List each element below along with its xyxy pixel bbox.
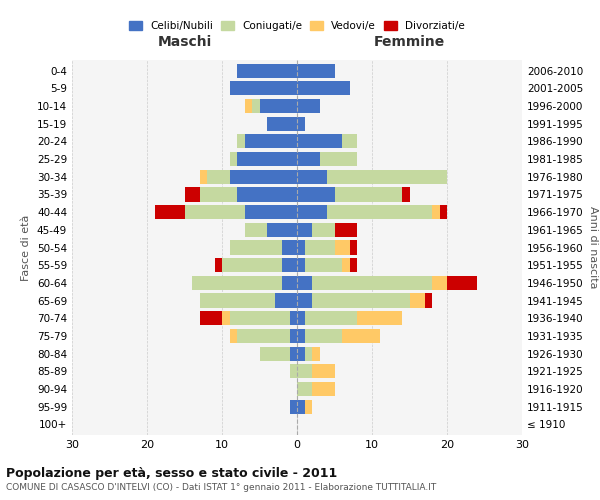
Bar	[252, 99, 260, 113]
Bar	[222, 258, 282, 272]
Text: Maschi: Maschi	[157, 36, 212, 50]
Bar	[312, 382, 335, 396]
Bar	[297, 346, 305, 360]
Bar	[297, 170, 327, 184]
Bar	[312, 222, 335, 237]
Bar	[215, 258, 222, 272]
Bar	[185, 205, 245, 219]
Bar	[245, 134, 297, 148]
Bar	[290, 400, 297, 414]
Bar	[327, 205, 432, 219]
Bar	[185, 188, 199, 202]
Bar	[199, 188, 237, 202]
Y-axis label: Anni di nascita: Anni di nascita	[587, 206, 598, 289]
Bar	[267, 116, 297, 131]
Bar	[290, 311, 297, 326]
Bar	[297, 400, 305, 414]
Text: COMUNE DI CASASCO D'INTELVI (CO) - Dati ISTAT 1° gennaio 2011 - Elaborazione TUT: COMUNE DI CASASCO D'INTELVI (CO) - Dati …	[6, 482, 436, 492]
Bar	[297, 205, 327, 219]
Bar	[305, 329, 342, 343]
Bar	[402, 188, 409, 202]
Bar	[342, 134, 357, 148]
Bar	[267, 222, 297, 237]
Bar	[320, 152, 357, 166]
Bar	[245, 99, 252, 113]
Bar	[155, 205, 185, 219]
Bar	[297, 258, 305, 272]
Bar	[199, 170, 207, 184]
Bar	[290, 329, 297, 343]
Bar	[312, 294, 409, 308]
Bar	[229, 170, 297, 184]
Bar	[327, 170, 447, 184]
Bar	[260, 99, 297, 113]
Bar	[260, 346, 290, 360]
Bar	[245, 205, 297, 219]
Bar	[275, 294, 297, 308]
Bar	[439, 205, 447, 219]
Bar	[297, 222, 312, 237]
Bar	[297, 276, 312, 290]
Bar	[245, 222, 267, 237]
Bar	[282, 240, 297, 254]
Text: Femmine: Femmine	[374, 36, 445, 50]
Bar	[192, 276, 282, 290]
Bar	[432, 276, 447, 290]
Bar	[199, 294, 275, 308]
Bar	[409, 294, 425, 308]
Bar	[342, 258, 349, 272]
Bar	[297, 364, 312, 378]
Bar	[305, 346, 312, 360]
Bar	[290, 364, 297, 378]
Bar	[229, 240, 282, 254]
Bar	[312, 346, 320, 360]
Bar	[335, 240, 349, 254]
Bar	[297, 152, 320, 166]
Bar	[237, 134, 245, 148]
Bar	[335, 222, 357, 237]
Bar	[447, 276, 477, 290]
Bar	[297, 240, 305, 254]
Bar	[297, 329, 305, 343]
Bar	[222, 311, 229, 326]
Bar	[297, 64, 335, 78]
Bar	[312, 276, 432, 290]
Bar	[207, 170, 229, 184]
Text: Popolazione per età, sesso e stato civile - 2011: Popolazione per età, sesso e stato civil…	[6, 468, 337, 480]
Bar	[342, 329, 380, 343]
Bar	[349, 258, 357, 272]
Bar	[237, 152, 297, 166]
Y-axis label: Fasce di età: Fasce di età	[22, 214, 31, 280]
Bar	[297, 81, 349, 96]
Bar	[237, 188, 297, 202]
Bar	[425, 294, 432, 308]
Bar	[312, 364, 335, 378]
Bar	[432, 205, 439, 219]
Bar	[282, 258, 297, 272]
Bar	[297, 382, 312, 396]
Bar	[305, 258, 342, 272]
Bar	[237, 64, 297, 78]
Bar	[229, 81, 297, 96]
Bar	[305, 311, 357, 326]
Bar	[297, 134, 342, 148]
Bar	[237, 329, 290, 343]
Bar	[199, 311, 222, 326]
Legend: Celibi/Nubili, Coniugati/e, Vedovi/e, Divorziati/e: Celibi/Nubili, Coniugati/e, Vedovi/e, Di…	[125, 16, 469, 35]
Bar	[305, 240, 335, 254]
Bar	[290, 346, 297, 360]
Bar	[229, 311, 290, 326]
Bar	[297, 116, 305, 131]
Bar	[335, 188, 402, 202]
Bar	[357, 311, 402, 326]
Bar	[282, 276, 297, 290]
Bar	[297, 311, 305, 326]
Bar	[229, 329, 237, 343]
Bar	[349, 240, 357, 254]
Bar	[297, 188, 335, 202]
Bar	[305, 400, 312, 414]
Bar	[297, 99, 320, 113]
Bar	[229, 152, 237, 166]
Bar	[297, 294, 312, 308]
